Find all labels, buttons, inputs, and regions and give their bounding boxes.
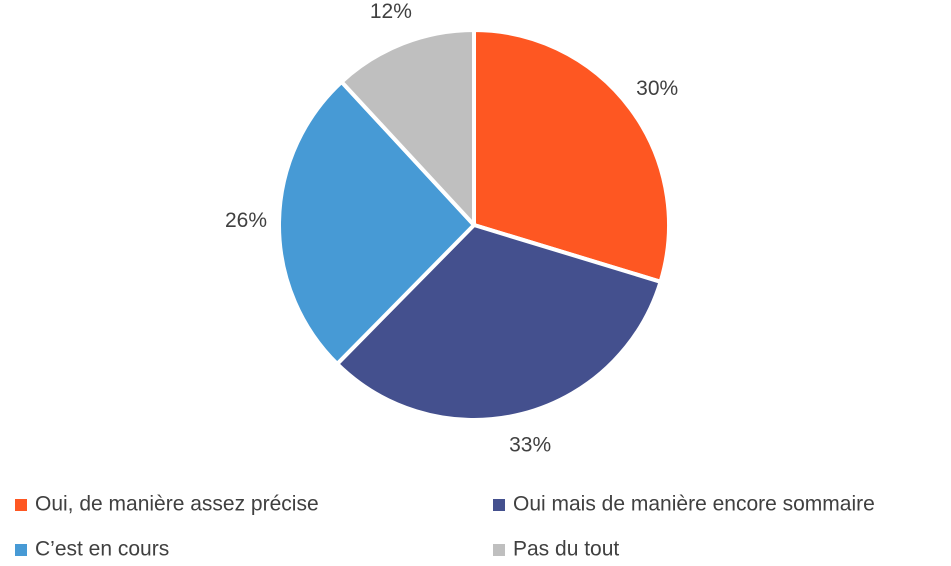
legend-label: Oui, de manière assez précise — [35, 493, 319, 516]
pie-slice — [335, 223, 663, 422]
legend-label: Pas du tout — [513, 538, 619, 561]
data-label: 26% — [225, 209, 267, 232]
legend-swatch — [15, 544, 27, 556]
pie-slice — [472, 28, 671, 284]
data-label: 12% — [370, 0, 412, 23]
legend-swatch — [493, 499, 505, 511]
legend-swatch — [493, 544, 505, 556]
legend-swatch — [15, 499, 27, 511]
legend-label: C’est en cours — [35, 538, 169, 561]
pie-slice — [339, 28, 476, 227]
data-label: 33% — [509, 434, 551, 457]
data-label: 30% — [636, 77, 678, 100]
pie-slice — [277, 79, 476, 366]
legend-label: Oui mais de manière encore sommaire — [513, 493, 875, 516]
